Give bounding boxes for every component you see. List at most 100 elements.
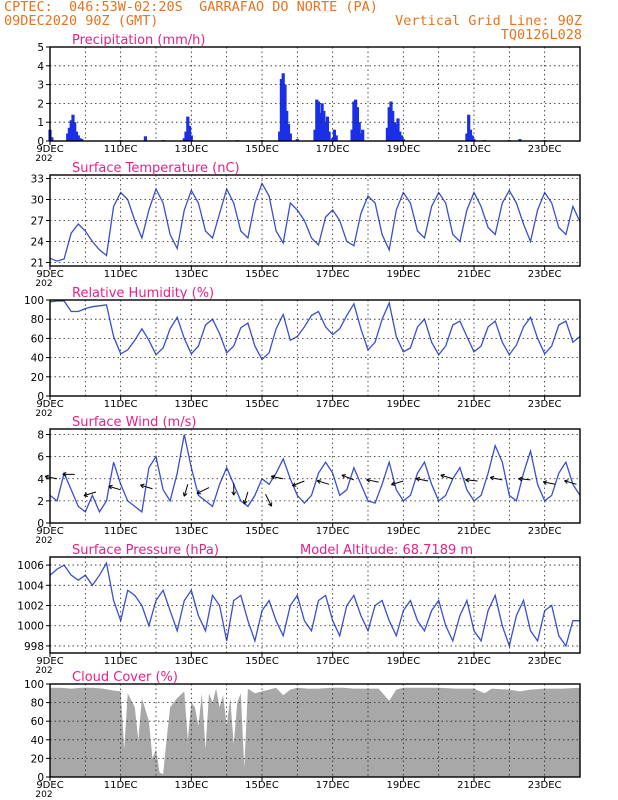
- x-tick-label: 19DEC: [386, 399, 420, 410]
- precip-bar: [472, 139, 476, 141]
- y-tick-label: 80: [31, 314, 44, 326]
- y-tick-label: 1002: [17, 601, 44, 613]
- wind-arrowhead-icon: [140, 483, 145, 489]
- panel-precip: [50, 47, 580, 141]
- x-tick-label: 23DEC: [528, 656, 562, 667]
- y-tick-label: 0: [37, 518, 44, 530]
- y-tick-label: 0: [37, 136, 44, 148]
- precip-bar: [188, 126, 192, 141]
- x-tick-label: 19DEC: [386, 144, 420, 155]
- precip-bar: [279, 79, 283, 141]
- x-tick-label: 17DEC: [316, 269, 350, 280]
- chart-title-temp: Surface Temperature (nC): [72, 161, 240, 176]
- precip-bar: [468, 129, 473, 141]
- precip-bar: [398, 131, 402, 141]
- wind-arrow-icon: [465, 479, 478, 482]
- precip-bar: [78, 138, 82, 141]
- rh-line: [49, 300, 581, 361]
- cloud-area: [50, 687, 580, 777]
- precip-bar: [316, 101, 321, 141]
- wind-arrow-icon: [564, 480, 577, 485]
- x-tick-label: 15DEC: [245, 526, 279, 537]
- precip-bar: [80, 139, 84, 141]
- wind-arrowhead-icon: [518, 476, 523, 482]
- precip-bar: [385, 127, 389, 141]
- wind-arrowhead-icon: [292, 482, 297, 487]
- precip-bar: [327, 131, 331, 141]
- y-tick-label: 100: [24, 295, 44, 307]
- y-tick-label: 80: [31, 698, 44, 710]
- precip-bar: [278, 131, 282, 141]
- temp-line: [49, 181, 581, 262]
- x-tick-label: 21DEC: [457, 269, 491, 280]
- wind-arrowhead-icon: [83, 492, 88, 497]
- y-tick-label: 998: [24, 641, 44, 653]
- y-tick-label: 60: [31, 716, 44, 728]
- precip-bar: [392, 122, 397, 141]
- header-line1: CPTEC: 046:53W-02:20S GARRAFAO DO NORTE …: [4, 0, 378, 15]
- x-year-label: 202: [35, 409, 52, 419]
- y-tick-label: 1004: [17, 580, 44, 592]
- wind-arrowhead-icon: [231, 491, 237, 496]
- y-tick-label: 6: [37, 452, 44, 464]
- pres-line: [49, 561, 580, 649]
- x-tick-label: 23DEC: [528, 526, 562, 537]
- wind-arrowhead-icon: [542, 480, 548, 485]
- x-tick-label: 17DEC: [316, 144, 350, 155]
- x-tick-label: 11DEC: [104, 144, 138, 155]
- x-tick-label: 9DEC: [36, 656, 63, 667]
- wind-arrowhead-icon: [366, 478, 371, 483]
- precip-bar: [318, 112, 322, 141]
- wind-arrowhead-icon: [270, 474, 276, 480]
- wind-arrowhead-icon: [465, 477, 470, 483]
- x-tick-label: 15DEC: [245, 269, 279, 280]
- wind-arrow-icon: [183, 484, 189, 497]
- precip-bar: [359, 133, 363, 141]
- y-tick-label: 4: [37, 474, 44, 486]
- wind-arrow-icon: [366, 479, 379, 483]
- precip-bar: [401, 139, 405, 141]
- x-tick-label: 17DEC: [316, 656, 350, 667]
- wind-arrowhead-icon: [440, 473, 445, 479]
- precip-bar: [182, 138, 186, 141]
- y-tick-label: 100: [24, 679, 44, 691]
- precip-bar: [71, 114, 75, 141]
- wind-arrowhead-icon: [62, 471, 67, 477]
- precip-bar: [352, 101, 356, 141]
- x-tick-label: 13DEC: [174, 526, 208, 537]
- x-tick-label: 19DEC: [386, 780, 420, 791]
- precip-bar: [394, 124, 398, 141]
- x-tick-label: 9DEC: [36, 780, 63, 791]
- precip-bar: [354, 99, 358, 141]
- wind-arrowhead-icon: [44, 474, 50, 480]
- wind-arrow-icon: [108, 485, 121, 491]
- precip-bar: [285, 110, 289, 141]
- precip-bar: [315, 99, 319, 141]
- panel-wind: [50, 429, 580, 523]
- wind-arrow-icon: [83, 491, 97, 497]
- x-year-label: 202: [35, 790, 52, 800]
- panel-frame: [49, 428, 581, 524]
- panel-rh: [50, 300, 580, 396]
- precip-bar: [396, 118, 400, 141]
- precip-bar: [186, 116, 190, 141]
- x-tick-label: 13DEC: [174, 780, 208, 791]
- wind-arrowhead-icon: [108, 484, 113, 490]
- y-tick-label: 40: [31, 735, 44, 747]
- wind-arrow-icon: [243, 491, 249, 505]
- x-tick-label: 23DEC: [528, 144, 562, 155]
- x-tick-label: 15DEC: [245, 144, 279, 155]
- x-tick-label: 17DEC: [316, 526, 350, 537]
- x-tick-label: 19DEC: [386, 656, 420, 667]
- model-altitude-label: Model Altitude: 68.7189 m: [300, 543, 473, 558]
- precip-bar: [143, 136, 147, 141]
- precip-bar: [320, 103, 324, 141]
- wind-arrowhead-icon: [267, 502, 273, 507]
- wind-arrow-icon: [140, 484, 153, 490]
- wind-arrowhead-icon: [316, 479, 322, 484]
- y-tick-label: 0: [37, 772, 44, 784]
- y-tick-label: 24: [31, 237, 45, 249]
- wind-arrow-icon: [440, 474, 453, 480]
- x-tick-label: 13DEC: [174, 144, 208, 155]
- x-tick-label: 21DEC: [457, 526, 491, 537]
